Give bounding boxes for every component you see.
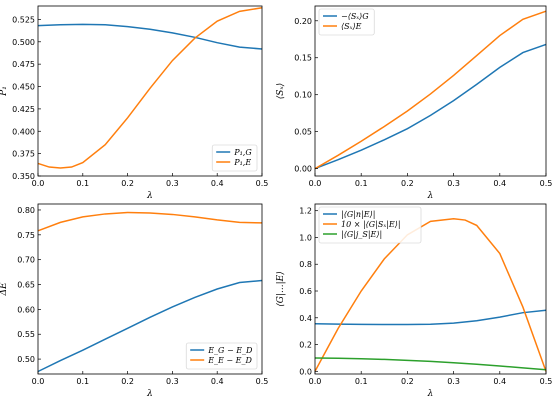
x-tick-label: 0.0 (32, 179, 45, 188)
series-line-2 (314, 357, 547, 371)
y-tick-label: 0.50 (17, 355, 35, 364)
x-tick-label: 0.3 (447, 377, 460, 386)
y-tick-label: 1.2 (299, 207, 312, 216)
x-tick-label: 0.0 (32, 377, 45, 386)
y-tick-label: 0.65 (17, 281, 35, 290)
axes-frame (314, 5, 547, 177)
x-tick-label: 0.1 (355, 179, 368, 188)
x-tick-label: 0.1 (76, 377, 89, 386)
x-tick-label: 0.0 (309, 377, 322, 386)
x-tick-label: 0.4 (493, 179, 506, 188)
y-tick-label: 0.05 (294, 128, 312, 137)
legend-entry: P₁,G (233, 148, 252, 157)
y-tick-label: 0.80 (17, 206, 35, 215)
axes-frame (37, 5, 263, 177)
x-tick-label: 0.2 (121, 179, 134, 188)
y-tick-label: 0.375 (12, 150, 35, 159)
x-tick-label: 0.1 (355, 377, 368, 386)
y-axis-label: P₁ (0, 86, 9, 97)
y-tick-label: 0.525 (12, 15, 35, 24)
series-line-1 (37, 211, 263, 232)
legend-box (318, 206, 422, 244)
y-tick-label: 0.500 (12, 38, 35, 47)
y-tick-label: 0.00 (294, 165, 312, 174)
y-tick-label: 0.10 (294, 91, 312, 100)
x-axis-label: λ (427, 191, 434, 201)
legend-entry: E_E − E_D (207, 356, 252, 365)
x-tick-label: 0.4 (211, 179, 224, 188)
panel-p1: 0.0 0.1 0.2 0.3 0.4 0.5 0.350 0.375 0.400 0.425 0.… (0, 5, 269, 201)
legend-entry: −⟨Sₓ⟩G (341, 12, 369, 21)
x-tick-label: 0.5 (256, 179, 269, 188)
legend-entry: E_G − E_D (207, 346, 253, 355)
y-tick-label: 0.4 (299, 314, 312, 323)
y-tick-label: 0.400 (12, 127, 35, 136)
x-tick-label: 0.4 (493, 377, 506, 386)
y-tick-label: 0.2 (299, 341, 312, 350)
y-tick-label: 1.0 (299, 233, 312, 242)
y-axis-label: ⟨Sₓ⟩ (276, 83, 286, 99)
axes-frame (314, 203, 547, 375)
panel-delta-e: 0.0 0.1 0.2 0.3 0.4 0.5 0.50 0.55 0.60 0.65 0.70 0.… (0, 203, 269, 399)
panel-matrix-elements: 0.0 0.1 0.2 0.3 0.4 0.5 0.0 0.2 0.4 0.6 0.8 1.0 1.2 λ… (276, 203, 553, 399)
x-tick-label: 0.1 (76, 179, 89, 188)
x-axis-label: λ (146, 389, 153, 399)
legend-entry: 10 × |⟨G|Sₓ|E⟩| (341, 220, 401, 229)
series-line-1 (37, 7, 263, 169)
x-tick-label: 0.2 (401, 377, 414, 386)
x-axis-label: λ (427, 389, 434, 399)
x-axis-label: λ (146, 191, 153, 201)
legend: |⟨G|n|E⟩|10 × |⟨G|Sₓ|E⟩||⟨G|j_S|E⟩| (318, 206, 422, 244)
y-tick-label: 0.60 (17, 305, 35, 314)
series-line-1 (314, 217, 547, 372)
y-tick-label: 0.55 (17, 330, 35, 339)
x-tick-label: 0.3 (447, 179, 460, 188)
x-tick-label: 0.3 (166, 179, 179, 188)
x-tick-label: 0.5 (256, 377, 269, 386)
series-line-0 (314, 309, 547, 326)
x-tick-label: 0.3 (166, 377, 179, 386)
legend-entry: P₁,E (233, 158, 251, 167)
x-tick-label: 0.2 (121, 377, 134, 386)
x-tick-label: 0.2 (401, 179, 414, 188)
y-tick-label: 0.450 (12, 83, 35, 92)
x-tick-label: 0.5 (540, 377, 553, 386)
y-tick-label: 0.0 (299, 367, 312, 376)
y-tick-label: 0.475 (12, 60, 35, 69)
y-axis-label: ΔE (0, 282, 9, 296)
axes-frame (37, 203, 263, 375)
y-tick-label: 0.75 (17, 231, 35, 240)
y-tick-label: 0.20 (294, 17, 312, 26)
y-tick-label: 0.8 (299, 260, 312, 269)
series-line-0 (314, 43, 547, 170)
x-tick-label: 0.4 (211, 377, 224, 386)
legend: −⟨Sₓ⟩G⟨Sₓ⟩E (318, 8, 375, 36)
y-tick-label: 0.425 (12, 105, 35, 114)
y-tick-label: 0.6 (299, 287, 312, 296)
legend-entry: |⟨G|n|E⟩| (341, 210, 375, 219)
y-axis-label: ⟨G|...|E⟩ (276, 271, 286, 306)
legend: E_G − E_DE_E − E_D (185, 342, 258, 370)
series-line-1 (314, 10, 547, 170)
series-line-0 (37, 23, 263, 50)
x-tick-label: 0.5 (540, 179, 553, 188)
y-tick-label: 0.350 (12, 172, 35, 181)
series-line-0 (37, 279, 263, 373)
legend: P₁,GP₁,E (211, 144, 258, 172)
panel-sx: 0.0 0.1 0.2 0.3 0.4 0.5 0.00 0.05 0.10 0.15 0.20 λ ⟨… (276, 5, 553, 201)
x-tick-label: 0.0 (309, 179, 322, 188)
legend-entry: |⟨G|j_S|E⟩| (341, 230, 382, 239)
y-tick-label: 0.70 (17, 256, 35, 265)
legend-entry: ⟨Sₓ⟩E (341, 22, 362, 31)
y-tick-label: 0.15 (294, 54, 312, 63)
